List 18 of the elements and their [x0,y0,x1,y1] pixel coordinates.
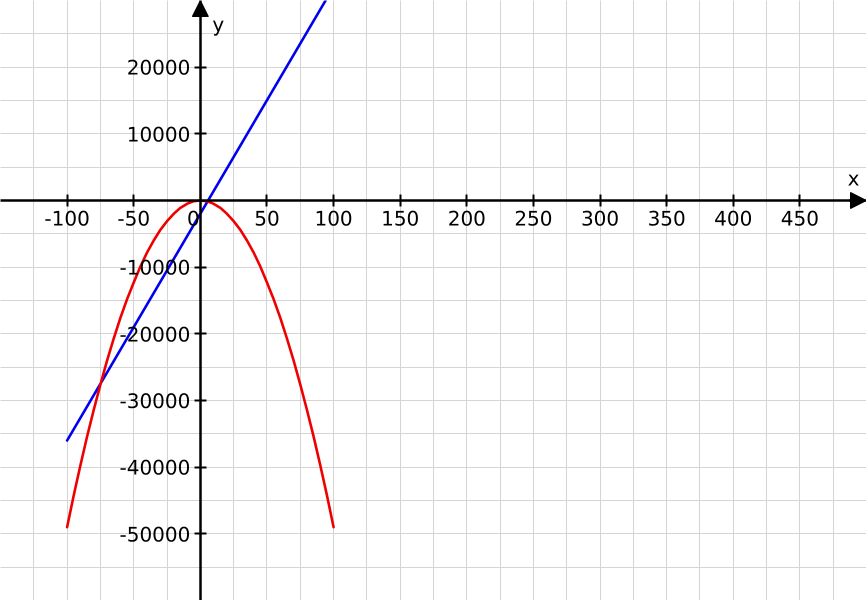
x-tick-label: 250 [514,206,553,230]
x-tick-label: 300 [580,206,620,230]
y-tick-label: -30000 [120,389,190,413]
y-tick-label: 10000 [126,122,190,146]
y-tick-label: 20000 [126,56,190,80]
x-tick-label: 100 [314,206,353,230]
x-tick-label: 50 [254,206,280,230]
x-tick-label: 450 [780,206,819,230]
y-axis-title: y [212,12,224,36]
x-tick-label: 150 [381,206,420,230]
x-tick-label: 400 [714,206,752,230]
y-tick-label: -50000 [120,522,190,546]
x-axis-title: x [848,166,860,190]
x-tick-label: -50 [117,206,150,230]
x-tick-label: -100 [44,206,90,230]
y-tick-label: -40000 [120,456,190,480]
x-tick-label: 350 [648,206,686,230]
x-tick-label: 200 [448,206,486,230]
